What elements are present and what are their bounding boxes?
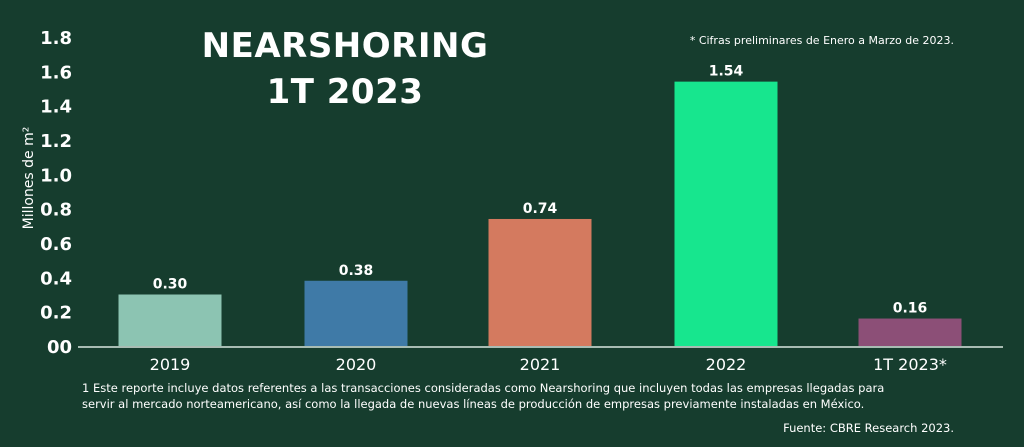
bar [304, 280, 408, 346]
bar [488, 218, 592, 346]
source-credit: Fuente: CBRE Research 2023. [783, 421, 954, 435]
y-tick-label: 1.8 [40, 28, 72, 49]
chart-title-line-2: 1T 2023 [266, 72, 424, 112]
bar [118, 294, 222, 346]
x-tick-label: 2022 [706, 355, 747, 374]
y-tick-label: 00 [47, 337, 72, 358]
data-label: 0.74 [523, 201, 558, 217]
data-label: 0.38 [339, 263, 374, 279]
footnote-line-2: servir al mercado norteamericano, así co… [82, 397, 865, 411]
y-tick-label: 1.2 [40, 131, 72, 152]
bar [674, 81, 778, 346]
data-label: 0.16 [893, 301, 928, 317]
y-tick-label: 1.0 [40, 165, 72, 186]
y-tick-label: 0.2 [40, 303, 72, 324]
y-tick-label: 0.8 [40, 200, 72, 221]
y-axis-label: Millones de m² [21, 126, 37, 230]
footnote-line-1: 1 Este reporte incluye datos referentes … [82, 381, 885, 395]
chart-title-line-1: NEARSHORING [201, 26, 489, 66]
bar [858, 318, 962, 346]
y-tick-label: 1.4 [40, 97, 72, 118]
preliminary-note: * Cifras preliminares de Enero a Marzo d… [689, 34, 954, 47]
x-tick-label: 2020 [336, 355, 377, 374]
data-label: 0.30 [153, 277, 188, 293]
data-label: 1.54 [709, 64, 744, 80]
x-tick-label: 2021 [520, 355, 561, 374]
x-tick-label: 2019 [150, 355, 191, 374]
x-tick-label: 1T 2023* [873, 355, 947, 374]
footnote: 1 Este reporte incluye datos referentes … [82, 380, 902, 412]
y-tick-label: 0.4 [40, 268, 72, 289]
y-tick-label: 0.6 [40, 234, 72, 255]
y-tick-label: 1.6 [40, 62, 72, 83]
